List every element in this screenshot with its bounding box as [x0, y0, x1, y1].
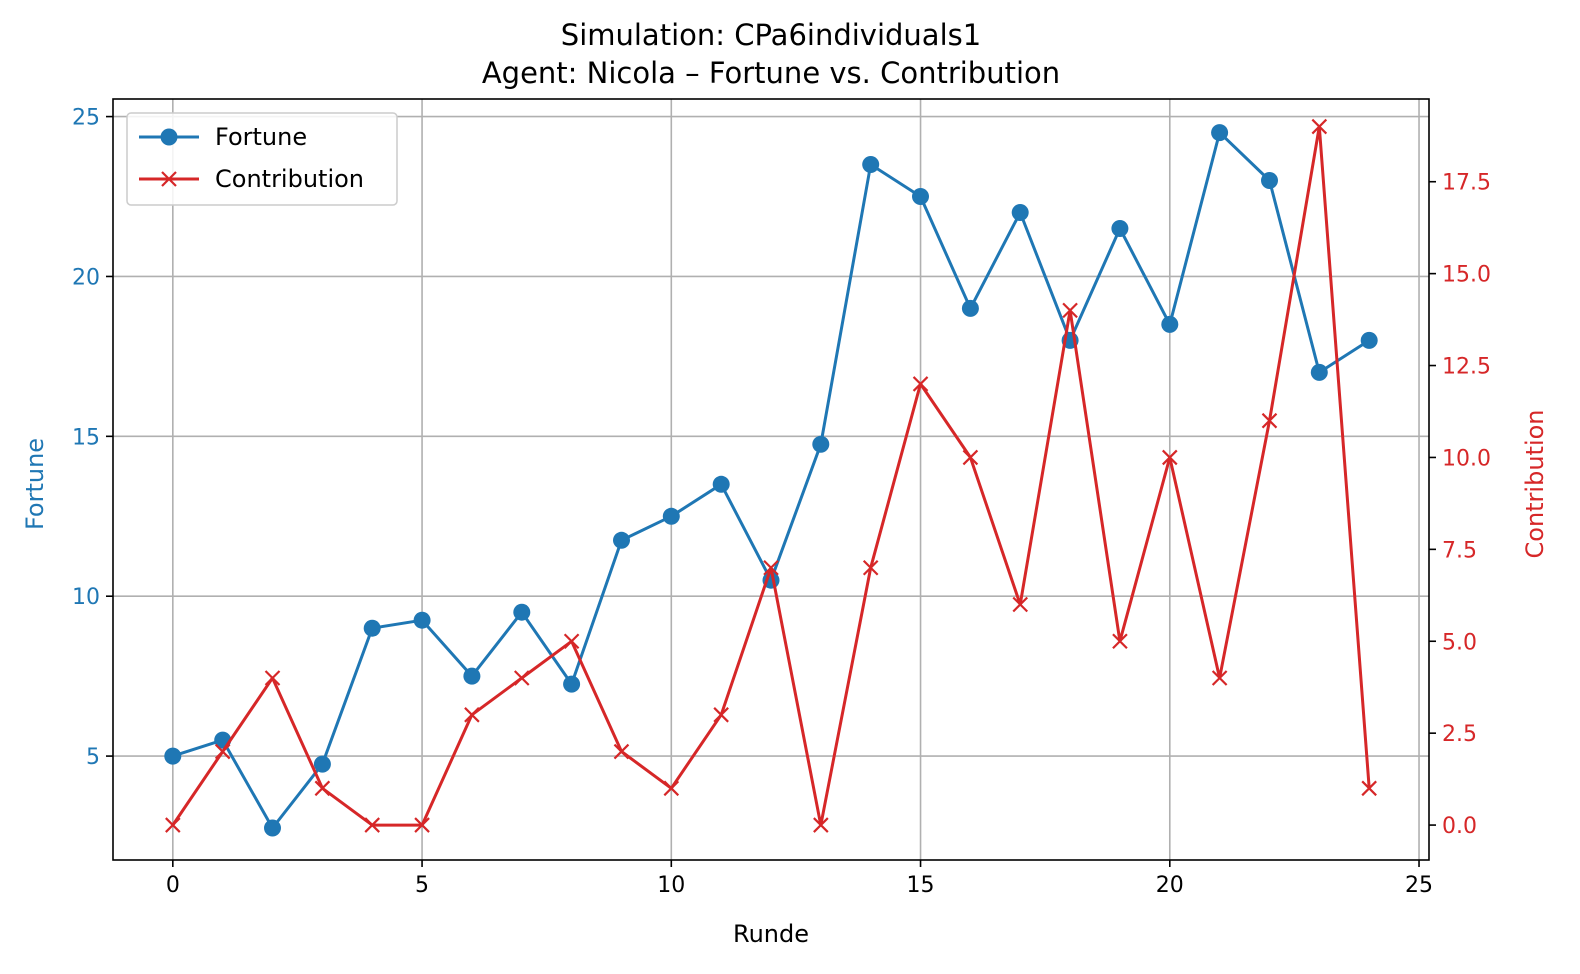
y-right-tick-label-7: 17.5 [1442, 171, 1491, 196]
contribution-point-9 [613, 743, 630, 760]
y-right-tick-label-0: 0.0 [1442, 814, 1477, 839]
x-axis: 0 5 10 15 20 25 [166, 860, 1433, 898]
fortune-point-24 [1360, 331, 1378, 349]
contribution-point-2 [264, 670, 281, 686]
contribution-point-8 [563, 633, 580, 650]
chart-title-line1: Simulation: CPa6individuals1 [561, 18, 981, 52]
series-contribution [165, 118, 1377, 833]
y-right-tick-label-1: 2.5 [1442, 722, 1477, 747]
x-tick-label-5: 25 [1405, 873, 1433, 898]
y-right-tick-label-4: 10.0 [1442, 446, 1491, 471]
contribution-point-13 [813, 817, 829, 833]
fortune-point-2 [264, 819, 281, 837]
y-axis-left-label: Fortune [21, 438, 49, 530]
contribution-point-19 [1112, 633, 1128, 650]
legend-contribution-label: Contribution [215, 165, 364, 193]
legend-entry-contribution: Contribution [139, 165, 364, 193]
fortune-point-6 [463, 667, 481, 685]
fortune-point-5 [413, 611, 431, 629]
contribution-point-4 [364, 817, 380, 833]
y-right-tick-label-6: 15.0 [1442, 263, 1491, 288]
legend: Fortune Contribution [126, 112, 398, 206]
contribution-point-23 [1311, 118, 1328, 135]
y-left-tick-label-4: 25 [72, 106, 100, 131]
x-axis-label: Runde [733, 920, 809, 948]
fortune-point-3 [313, 755, 331, 773]
contribution-point-20 [1162, 449, 1178, 466]
y-left-tick-label-1: 10 [72, 585, 100, 610]
contribution-point-5 [414, 817, 430, 833]
y-left-tick-label-0: 5 [86, 745, 100, 770]
fortune-point-17 [1011, 204, 1029, 221]
contribution-point-18 [1062, 302, 1078, 319]
fortune-point-0 [164, 747, 182, 765]
fortune-point-23 [1310, 363, 1328, 381]
fortune-point-20 [1161, 315, 1179, 333]
contribution-point-0 [165, 817, 181, 833]
x-tick-label-4: 20 [1156, 873, 1184, 898]
plot-frame [112, 98, 1430, 861]
fortune-point-9 [613, 531, 630, 549]
fortune-point-14 [862, 156, 880, 173]
fortune-point-16 [961, 299, 979, 317]
series-fortune [164, 124, 1378, 837]
fortune-point-13 [812, 435, 830, 453]
contribution-point-3 [314, 780, 331, 797]
grid [113, 99, 1429, 860]
legend-entry-fortune: Fortune [139, 123, 307, 151]
contribution-point-12 [763, 559, 779, 576]
x-tick-label-2: 10 [657, 873, 685, 898]
contribution-point-6 [464, 707, 480, 723]
fortune-point-8 [563, 675, 581, 693]
y-left-tick-label-3: 20 [72, 265, 100, 290]
y-axis-left: 5 10 15 20 25 [72, 106, 113, 770]
fortune-point-7 [513, 603, 531, 621]
contribution-point-14 [862, 559, 879, 576]
series-layer [164, 118, 1378, 837]
contribution-point-16 [962, 449, 979, 466]
fortune-point-10 [662, 507, 680, 525]
contribution-point-24 [1361, 780, 1377, 797]
x-tick-label-0: 0 [166, 873, 180, 898]
contribution-point-1 [214, 743, 231, 760]
legend-fortune-marker [160, 128, 178, 146]
contribution-point-17 [1012, 596, 1029, 613]
fortune-point-4 [363, 619, 381, 637]
fortune-point-19 [1111, 220, 1129, 237]
contribution-point-10 [663, 780, 680, 797]
fortune-point-21 [1211, 124, 1229, 142]
y-right-tick-label-5: 12.5 [1442, 355, 1491, 380]
legend-contribution-marker [161, 171, 177, 187]
legend-fortune-label: Fortune [215, 123, 307, 151]
contribution-point-15 [912, 376, 929, 392]
contribution-point-7 [513, 670, 530, 686]
fortune-point-11 [712, 475, 730, 493]
y-right-tick-label-2: 5.0 [1442, 630, 1477, 655]
contribution-point-21 [1211, 670, 1228, 686]
fortune-point-15 [912, 188, 929, 205]
fortune-point-22 [1261, 172, 1278, 189]
y-axis-right: 0.0 2.5 5.0 7.5 10.0 12.5 15.0 17.5 [1429, 171, 1491, 839]
contribution-point-11 [713, 707, 729, 723]
y-right-tick-label-3: 7.5 [1442, 538, 1477, 563]
x-tick-label-3: 15 [907, 873, 935, 898]
x-tick-label-1: 5 [415, 873, 429, 898]
y-left-tick-label-2: 15 [72, 425, 100, 450]
chart-title-line2: Agent: Nicola – Fortune vs. Contribution [482, 56, 1060, 90]
contribution-point-22 [1261, 412, 1278, 429]
y-axis-right-label: Contribution [1521, 409, 1549, 558]
